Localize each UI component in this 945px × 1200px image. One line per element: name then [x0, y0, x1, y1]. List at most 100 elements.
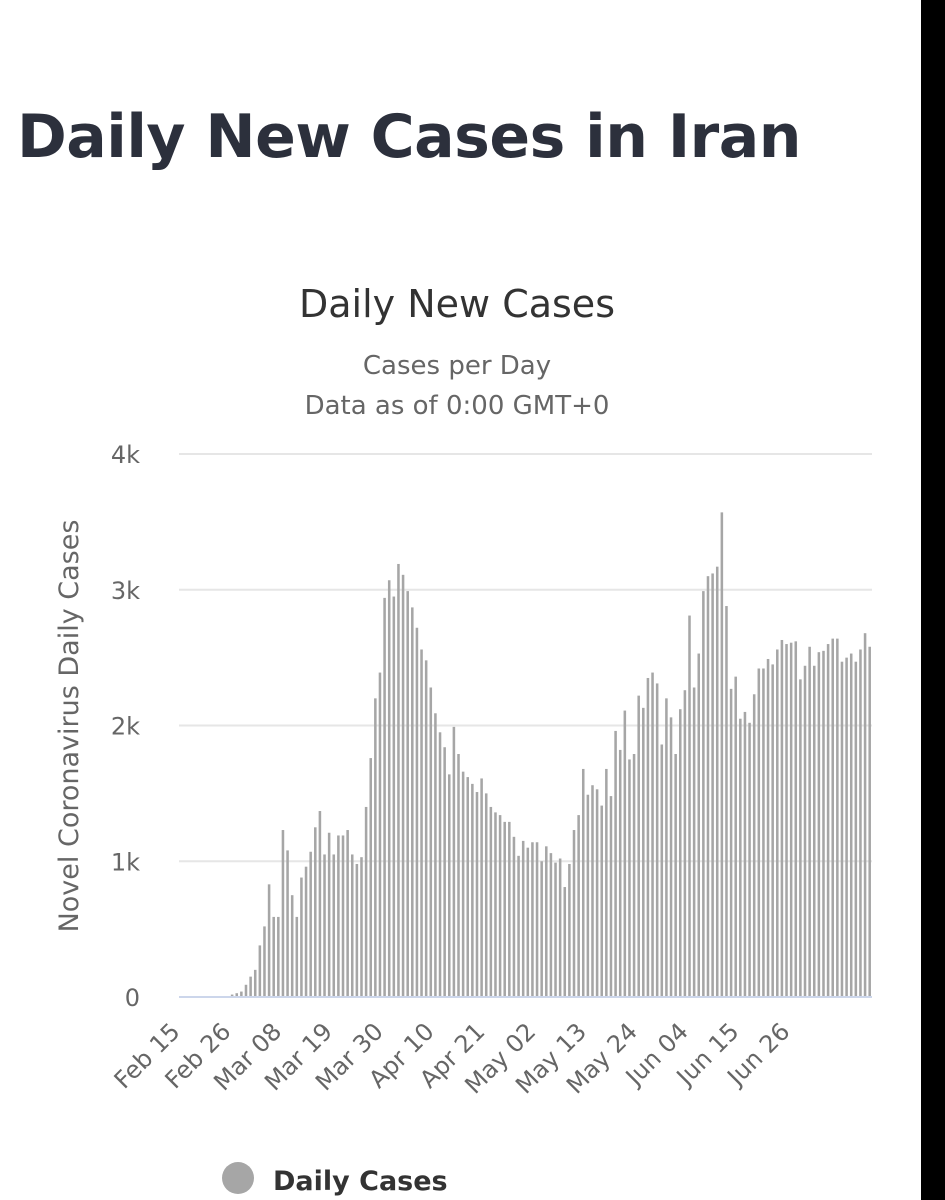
bar[interactable]	[692, 687, 696, 997]
bar[interactable]	[300, 877, 303, 997]
bar[interactable]	[258, 945, 262, 997]
bar[interactable]	[498, 815, 502, 997]
bar[interactable]	[420, 649, 423, 997]
bar[interactable]	[739, 718, 742, 997]
bar[interactable]	[632, 754, 636, 997]
bar[interactable]	[558, 858, 562, 997]
bar[interactable]	[249, 976, 252, 997]
bar[interactable]	[369, 758, 372, 997]
bar[interactable]	[674, 754, 677, 997]
bar[interactable]	[281, 830, 285, 997]
bar[interactable]	[383, 597, 386, 997]
bar[interactable]	[397, 563, 400, 997]
bar[interactable]	[729, 688, 733, 997]
bar[interactable]	[466, 777, 470, 997]
bar[interactable]	[457, 754, 460, 997]
bar[interactable]	[360, 857, 363, 997]
bar[interactable]	[752, 694, 756, 997]
bar[interactable]	[618, 749, 622, 997]
bar[interactable]	[581, 768, 585, 997]
bar[interactable]	[406, 591, 409, 997]
bar[interactable]	[757, 668, 761, 997]
bar[interactable]	[572, 830, 576, 997]
bar[interactable]	[526, 847, 530, 997]
bar[interactable]	[683, 690, 687, 997]
bar[interactable]	[660, 744, 664, 998]
bar[interactable]	[715, 566, 719, 997]
bar[interactable]	[521, 840, 525, 997]
bar[interactable]	[849, 653, 853, 997]
bar[interactable]	[517, 855, 520, 997]
bar[interactable]	[337, 835, 340, 997]
bar[interactable]	[295, 916, 299, 997]
bar[interactable]	[762, 668, 765, 997]
bar[interactable]	[642, 707, 645, 997]
bar[interactable]	[614, 730, 617, 997]
bar[interactable]	[540, 861, 543, 997]
bar[interactable]	[411, 607, 414, 997]
bar[interactable]	[702, 591, 705, 997]
bar[interactable]	[651, 672, 654, 997]
bar[interactable]	[350, 854, 354, 997]
bar[interactable]	[720, 512, 724, 997]
bar[interactable]	[429, 687, 433, 997]
bar[interactable]	[364, 806, 368, 997]
bar[interactable]	[235, 993, 239, 997]
bar[interactable]	[697, 653, 701, 997]
bar[interactable]	[489, 806, 493, 997]
legend[interactable]: Daily Cases	[222, 1162, 448, 1197]
bar[interactable]	[808, 646, 811, 997]
bar[interactable]	[780, 639, 784, 997]
bar[interactable]	[785, 644, 788, 997]
bar[interactable]	[595, 789, 599, 997]
bar[interactable]	[734, 676, 737, 997]
bar[interactable]	[845, 657, 848, 998]
bar[interactable]	[392, 596, 396, 997]
bar[interactable]	[327, 832, 331, 997]
bar[interactable]	[314, 827, 317, 997]
bar[interactable]	[484, 793, 488, 998]
bar[interactable]	[471, 783, 474, 997]
bar[interactable]	[563, 887, 567, 997]
bar[interactable]	[374, 698, 377, 997]
bar[interactable]	[535, 842, 539, 997]
bar[interactable]	[387, 580, 391, 997]
bar[interactable]	[665, 698, 668, 997]
bar[interactable]	[424, 660, 428, 997]
bar[interactable]	[341, 835, 345, 997]
bar[interactable]	[434, 713, 437, 997]
bar[interactable]	[725, 606, 728, 997]
bar[interactable]	[554, 862, 557, 997]
bar[interactable]	[688, 615, 691, 997]
bar[interactable]	[286, 850, 289, 997]
bar[interactable]	[766, 658, 770, 997]
bar[interactable]	[826, 644, 830, 997]
bar[interactable]	[309, 851, 312, 997]
legend-label[interactable]: Daily Cases	[273, 1166, 448, 1197]
bar[interactable]	[854, 661, 858, 997]
bar[interactable]	[859, 649, 862, 997]
bar[interactable]	[267, 884, 271, 997]
bar[interactable]	[794, 641, 798, 997]
bar[interactable]	[822, 650, 825, 997]
bar[interactable]	[605, 768, 608, 997]
bar[interactable]	[831, 638, 834, 997]
bar[interactable]	[679, 709, 682, 997]
bar[interactable]	[318, 811, 322, 997]
bar[interactable]	[230, 994, 234, 997]
bar[interactable]	[817, 652, 821, 997]
bar[interactable]	[868, 646, 871, 997]
bar[interactable]	[669, 717, 673, 997]
bar[interactable]	[475, 792, 479, 997]
bar[interactable]	[706, 576, 710, 997]
bar[interactable]	[771, 664, 774, 997]
bar[interactable]	[346, 830, 349, 997]
bar[interactable]	[244, 984, 248, 997]
bar[interactable]	[646, 677, 650, 997]
bar[interactable]	[549, 853, 553, 997]
bar[interactable]	[263, 926, 266, 997]
bar[interactable]	[799, 679, 802, 997]
bar[interactable]	[461, 771, 465, 997]
bar[interactable]	[863, 633, 867, 997]
bar[interactable]	[655, 683, 659, 997]
